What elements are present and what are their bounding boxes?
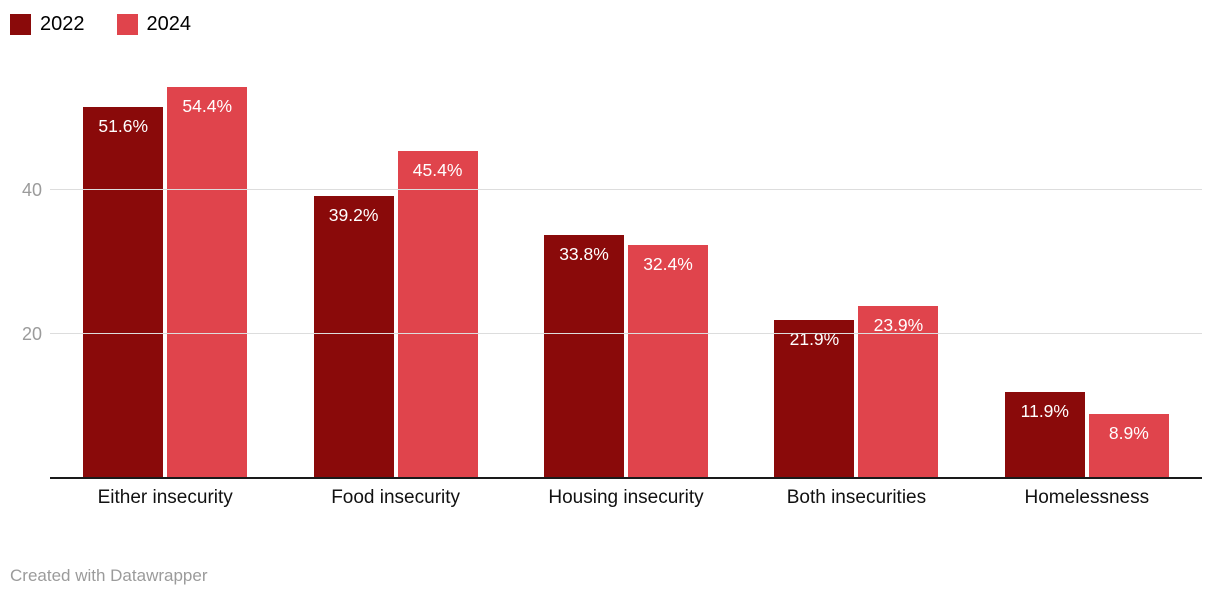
legend: 2022 2024 (10, 13, 191, 36)
y-axis-tick-label-20: 20 (21, 324, 42, 345)
bar-pair: 11.9% 8.9% (1004, 68, 1169, 478)
gridline-20 (50, 333, 1202, 335)
bar-2024-housing-insecurity: 32.4% (628, 244, 709, 478)
bar-group-homelessness: 11.9% 8.9% (972, 68, 1202, 478)
category-label-homelessness: Homelessness (1024, 487, 1150, 508)
bar-value-label: 21.9% (789, 329, 840, 350)
category-label-housing-insecurity: Housing insecurity (548, 487, 704, 508)
bar-2024-food-insecurity: 45.4% (397, 151, 478, 478)
bar-2022-both-insecurities: 21.9% (774, 320, 855, 478)
category-label-both-insecurities: Both insecurities (786, 487, 927, 508)
bar-value-label: 32.4% (643, 253, 693, 274)
category-label-food-insecurity: Food insecurity (331, 487, 461, 508)
bar-value-label: 11.9% (1020, 401, 1069, 422)
y-axis-tick-label-40: 40 (21, 180, 42, 201)
bar-value-label: 33.8% (559, 243, 609, 264)
bar-groups: 51.6% 54.4% 39.2% 45.4% 33.8% 32.4% 21.9% 23.9%… (50, 68, 1202, 478)
bar-pair: 51.6% 54.4% (83, 68, 248, 478)
legend-item-2024: 2024 (116, 13, 192, 36)
bar-value-label: 51.6% (98, 115, 149, 136)
legend-swatch-2022 (10, 14, 31, 35)
gridline-40 (50, 189, 1202, 191)
bar-2022-housing-insecurity: 33.8% (544, 234, 625, 478)
bar-group-housing-insecurity: 33.8% 32.4% (511, 68, 741, 478)
bar-2022-either-insecurity: 51.6% (83, 106, 164, 478)
category-labels: Either insecurity Food insecurity Housing … (50, 487, 1202, 509)
bar-pair: 33.8% 32.4% (544, 68, 709, 478)
x-axis-baseline (50, 477, 1202, 479)
bar-2024-either-insecurity: 54.4% (167, 86, 248, 478)
bar-2024-both-insecurities: 23.9% (858, 306, 939, 478)
bar-value-label: 39.2% (328, 205, 379, 226)
bar-2022-homelessness: 11.9% (1004, 392, 1085, 478)
attribution-credit: Created with Datawrapper (10, 566, 208, 585)
bar-group-both-insecurities: 21.9% 23.9% (741, 68, 971, 478)
legend-item-2022: 2022 (10, 13, 85, 36)
legend-label-2024: 2024 (146, 13, 192, 35)
bar-group-food-insecurity: 39.2% 45.4% (280, 68, 510, 478)
plot-area: 51.6% 54.4% 39.2% 45.4% 33.8% 32.4% 21.9% 23.9%… (22, 68, 1202, 479)
bar-pair: 21.9% 23.9% (774, 68, 939, 478)
bar-group-either-insecurity: 51.6% 54.4% (50, 68, 280, 478)
bar-2022-food-insecurity: 39.2% (313, 196, 394, 478)
bar-value-label: 8.9% (1108, 422, 1149, 443)
bar-pair: 39.2% 45.4% (313, 68, 478, 478)
bar-value-label: 45.4% (412, 160, 463, 181)
bar-2024-homelessness: 8.9% (1088, 413, 1169, 478)
bar-value-label: 54.4% (182, 95, 233, 116)
legend-swatch-2024 (116, 14, 138, 35)
category-label-either-insecurity: Either insecurity (97, 487, 233, 508)
bar-value-label: 23.9% (873, 315, 924, 336)
legend-label-2022: 2022 (40, 13, 85, 35)
